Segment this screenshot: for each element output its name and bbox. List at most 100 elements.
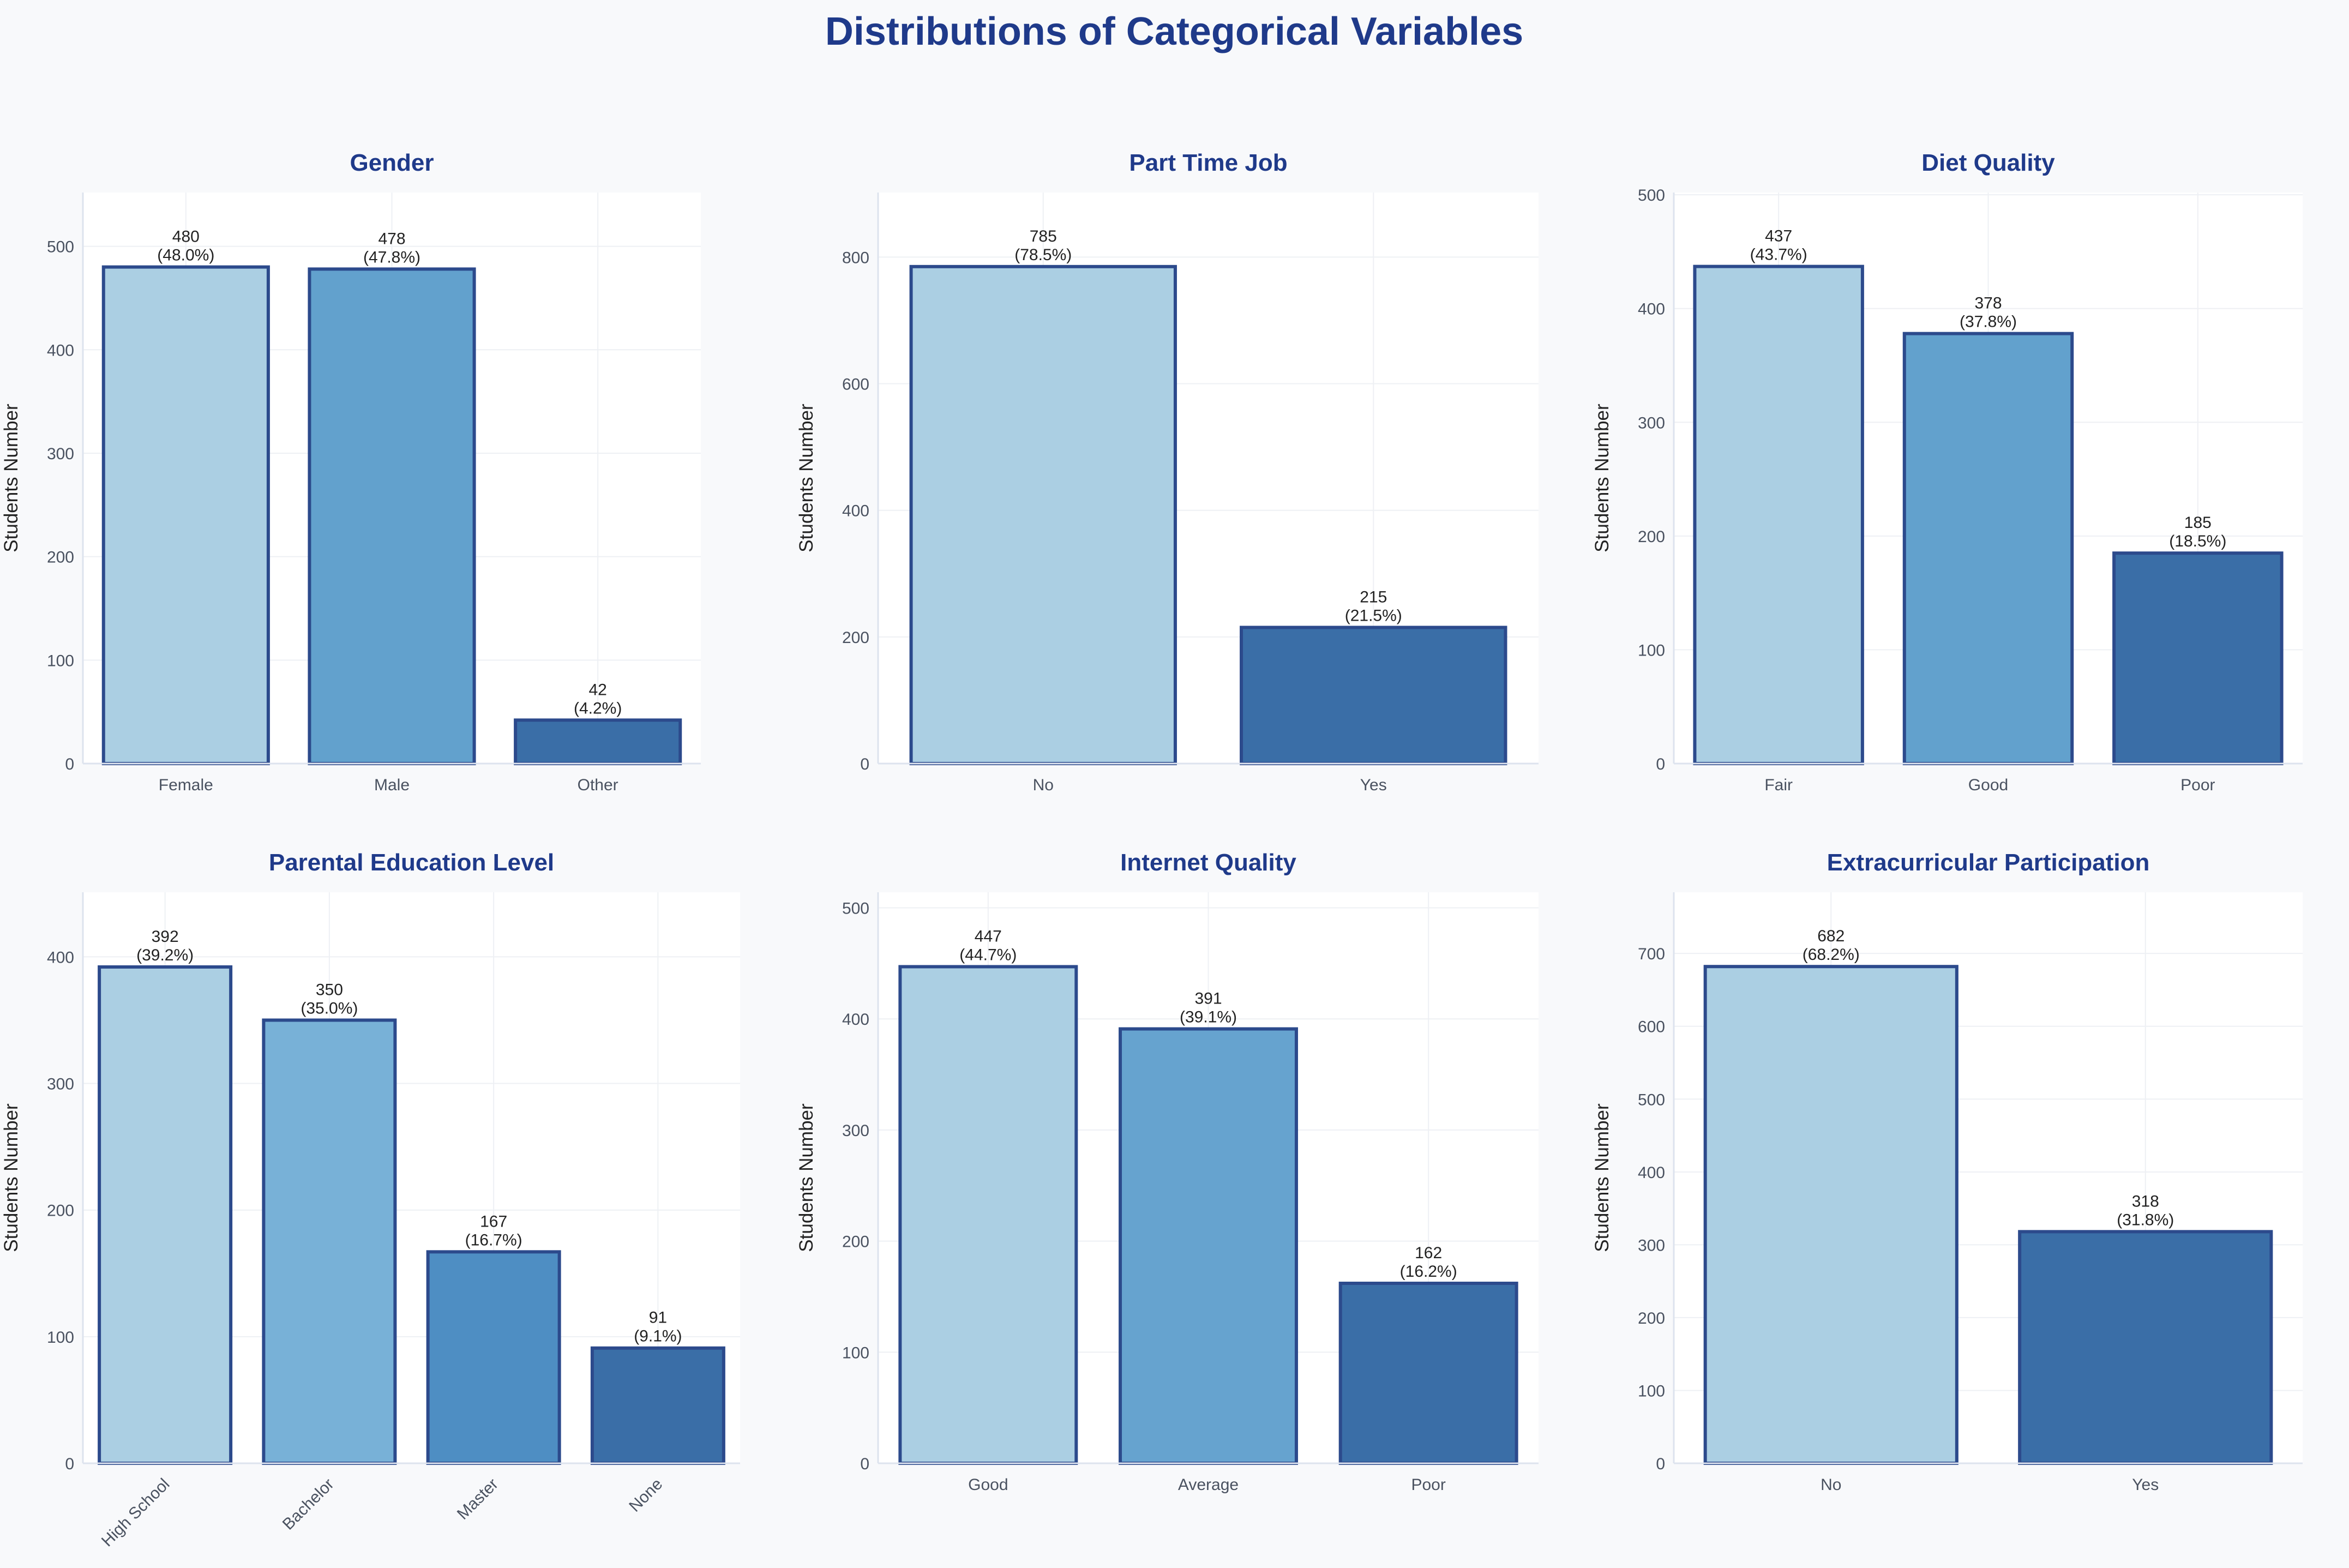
- data-label: 42 (4.2%): [574, 681, 622, 717]
- y-tick-label: 0: [860, 755, 869, 773]
- subplot-5: 682 (68.2%) No 318 (31.8%) Yes 0 100 200 300 400 50…: [1591, 849, 2303, 1494]
- data-label: 378 (37.8%): [1960, 295, 2017, 331]
- y-tick-label: 300: [47, 1076, 74, 1094]
- subplot-title: Extracurricular Participation: [1827, 849, 2150, 876]
- figure-title: Distributions of Categorical Variables: [825, 10, 1523, 53]
- data-label: 391 (39.1%): [1180, 990, 1237, 1026]
- y-tick-label: 200: [1638, 528, 1665, 546]
- y-tick-label: 0: [1656, 1455, 1665, 1473]
- y-tick-label: 0: [860, 1455, 869, 1473]
- data-label: 167 (16.7%): [465, 1212, 522, 1249]
- y-tick-label: 600: [1638, 1018, 1665, 1036]
- y-tick-label: 300: [842, 1122, 869, 1140]
- data-label: 318 (31.8%): [2117, 1192, 2174, 1229]
- y-tick-label: 100: [842, 1344, 869, 1362]
- y-axis-label: Students Number: [796, 404, 817, 552]
- y-tick-label: 100: [47, 1329, 74, 1347]
- y-tick-label: 200: [842, 1233, 869, 1251]
- x-tick-label: Yes: [2132, 1476, 2159, 1494]
- y-tick-label: 400: [1638, 301, 1665, 319]
- y-tick-label: 200: [47, 1202, 74, 1220]
- data-label: 682 (68.2%): [1803, 927, 1860, 964]
- y-axis-label: Students Number: [1, 404, 22, 552]
- data-label: 162 (16.2%): [1400, 1244, 1457, 1281]
- y-tick-label: 400: [842, 502, 869, 520]
- y-axis-label: Students Number: [1591, 1103, 1613, 1252]
- data-label: 437 (43.7%): [1750, 227, 1807, 264]
- bar: [1703, 965, 1958, 1465]
- y-tick-label: 0: [1656, 755, 1665, 773]
- bar: [308, 267, 476, 765]
- x-tick-label: No: [1821, 1476, 1841, 1494]
- data-label: 215 (21.5%): [1345, 588, 1402, 624]
- y-tick-label: 0: [65, 1455, 74, 1473]
- x-tick-label: Poor: [2180, 776, 2215, 794]
- subplot-title: Diet Quality: [1921, 149, 2055, 176]
- data-label: 91 (9.1%): [634, 1309, 682, 1345]
- x-tick-label: Female: [159, 776, 213, 794]
- y-tick-label: 500: [1638, 1091, 1665, 1109]
- y-tick-label: 400: [47, 948, 74, 966]
- y-axis-label: Students Number: [1, 1103, 22, 1252]
- y-tick-label: 100: [1638, 641, 1665, 659]
- x-tick-label: Male: [374, 776, 410, 794]
- x-tick-label: Average: [1178, 1476, 1239, 1494]
- bar: [2112, 551, 2284, 765]
- y-axis-label: Students Number: [1591, 404, 1613, 552]
- y-tick-label: 500: [47, 238, 74, 256]
- subplot-1: 785 (78.5%) No 215 (21.5%) Yes 0 200 400 600 800 Pa…: [796, 149, 1539, 794]
- bar: [1902, 332, 2074, 765]
- data-label: 350 (35.0%): [301, 981, 358, 1017]
- bar: [1338, 1282, 1518, 1465]
- data-label: 392 (39.2%): [136, 928, 194, 964]
- y-tick-label: 100: [1638, 1382, 1665, 1400]
- y-axis-label: Students Number: [796, 1103, 817, 1252]
- y-tick-label: 800: [842, 249, 869, 267]
- subplot-title: Internet Quality: [1120, 849, 1296, 876]
- data-label: 480 (48.0%): [157, 228, 214, 265]
- x-tick-label: Other: [578, 776, 618, 794]
- y-tick-label: 200: [842, 629, 869, 647]
- y-tick-label: 400: [1638, 1164, 1665, 1182]
- x-tick-label: Fair: [1764, 776, 1793, 794]
- bar: [2018, 1230, 2273, 1465]
- x-tick-label: Yes: [1360, 776, 1387, 794]
- y-tick-label: 400: [47, 341, 74, 359]
- y-tick-label: 400: [842, 1011, 869, 1029]
- y-tick-label: 100: [47, 652, 74, 670]
- y-tick-label: 200: [47, 549, 74, 567]
- subplot-4: 447 (44.7%) Good 391 (39.1%) Average 162 (16.2%…: [796, 849, 1539, 1494]
- y-tick-label: 300: [1638, 1236, 1665, 1254]
- subplot-0: 480 (48.0%) Female 478 (47.8%) Male 42 (4.2%) Ot…: [1, 149, 701, 794]
- data-label: 478 (47.8%): [363, 230, 420, 266]
- bar: [909, 265, 1177, 765]
- subplot-title: Parental Education Level: [269, 849, 554, 876]
- y-tick-label: 0: [65, 755, 74, 773]
- bar: [98, 965, 233, 1465]
- data-label: 185 (18.5%): [2169, 514, 2226, 550]
- subplot-2: 437 (43.7%) Fair 378 (37.8%) Good 185 (18.5%) Po…: [1591, 149, 2303, 794]
- data-label: 447 (44.7%): [959, 927, 1017, 964]
- y-tick-label: 700: [1638, 945, 1665, 963]
- y-tick-label: 600: [842, 376, 869, 394]
- subplots-grid: 480 (48.0%) Female 478 (47.8%) Male 42 (4.2%) Ot…: [1, 149, 2303, 1550]
- x-tick-label: Good: [1968, 776, 2008, 794]
- data-label: 785 (78.5%): [1014, 227, 1072, 264]
- x-tick-label: Poor: [1411, 1476, 1445, 1494]
- bar: [1693, 265, 1864, 765]
- subplot-title: Part Time Job: [1129, 149, 1287, 176]
- y-tick-label: 200: [1638, 1309, 1665, 1327]
- bar: [262, 1018, 397, 1465]
- subplot-title: Gender: [350, 149, 434, 176]
- bar: [1240, 626, 1507, 765]
- y-tick-label: 500: [842, 900, 869, 918]
- x-tick-label: Good: [968, 1476, 1008, 1494]
- bar: [1119, 1027, 1298, 1465]
- bar: [898, 965, 1078, 1465]
- bar: [426, 1250, 561, 1465]
- y-tick-label: 300: [1638, 414, 1665, 432]
- y-tick-label: 500: [1638, 187, 1665, 205]
- bar: [514, 718, 682, 765]
